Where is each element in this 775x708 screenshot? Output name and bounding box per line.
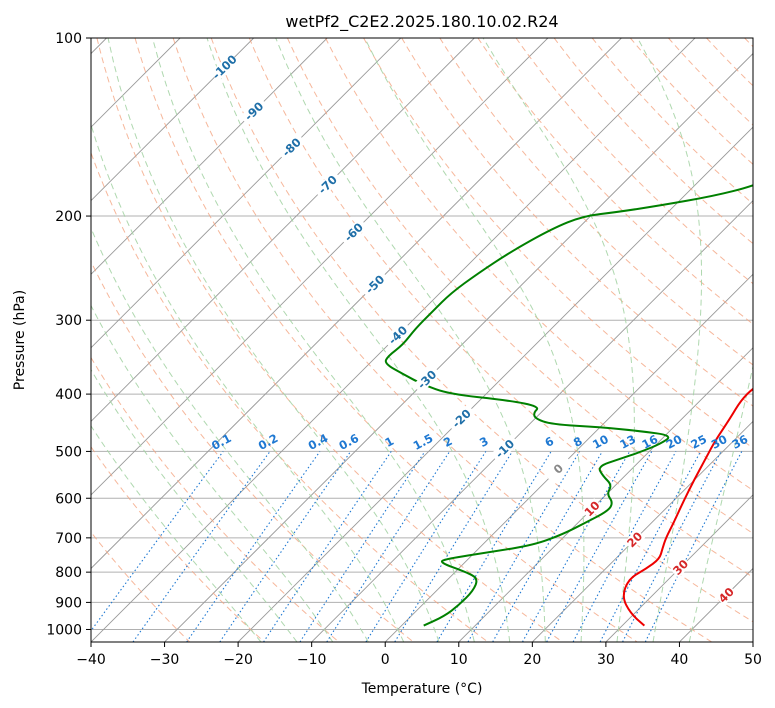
x-tick-label: −20 [223, 652, 253, 668]
dry-adiabat-label-bg [581, 498, 603, 520]
y-axis-label: Pressure (hPa) [12, 290, 28, 390]
x-tick-label: 30 [597, 652, 615, 668]
isotherm-line [91, 38, 549, 496]
dewpoint-profile-line [384, 184, 753, 627]
dry-adiabat-line [134, 38, 638, 642]
isotherm-line [605, 494, 753, 642]
moist-adiabat-line [482, 38, 635, 642]
dry-adiabat-label-bg [624, 529, 646, 551]
mixing-ratio-label: 10 [590, 432, 611, 452]
isotherm-label-bg [313, 170, 342, 199]
dry-adiabat-line [96, 38, 563, 642]
mixing-ratio-label: 30 [709, 432, 730, 452]
mixing-ratio-label: 36 [730, 432, 751, 452]
mixing-ratio-line [299, 451, 426, 642]
isotherm-line [384, 273, 753, 642]
y-tick-label: 600 [55, 491, 82, 507]
x-tick-label: −30 [150, 652, 180, 668]
mixing-ratio-line [572, 451, 677, 642]
data-layer [384, 184, 753, 627]
isotherm-line [237, 126, 753, 642]
isotherm-line [91, 38, 254, 202]
mixing-ratio-line [644, 451, 743, 642]
x-tick-label: 0 [381, 652, 390, 668]
mixing-ratio-line [219, 451, 352, 642]
y-tick-label: 700 [55, 531, 82, 547]
moist-adiabat-line [364, 38, 585, 642]
x-tick-label: 10 [450, 652, 468, 668]
temperature-profile-line [622, 387, 753, 627]
moist-adiabat-line [275, 38, 546, 642]
moist-adiabat-line [91, 226, 369, 642]
y-tick-label: 800 [55, 565, 82, 581]
mixing-ratio-line [546, 451, 653, 642]
x-tick-label: −40 [76, 652, 106, 668]
dry-adiabat-line [91, 151, 489, 642]
isotherm-label-bg [210, 53, 239, 82]
dry-adiabat-line [363, 38, 753, 449]
x-tick-label: 20 [523, 652, 541, 668]
x-axis: −40 −30 −20 −10 0 10 20 30 40 50 [76, 642, 762, 668]
mixing-ratio-line [326, 451, 451, 642]
dry-adiabat-line [172, 38, 713, 642]
y-tick-label: 1000 [46, 622, 82, 638]
x-axis-label: Temperature (°C) [361, 681, 483, 697]
dry-adiabat-label-bg [669, 556, 692, 578]
isotherm-line [91, 38, 328, 275]
isotherm-label-bg [360, 270, 390, 299]
x-tick-label: 40 [671, 652, 689, 668]
isotherm-label-bg [412, 365, 442, 394]
y-tick-label: 500 [55, 444, 82, 460]
isotherm-label-bg [339, 218, 368, 247]
moist-adiabat-line [91, 304, 334, 642]
isotherm-label-bg [277, 133, 306, 162]
moist-adiabat-line [107, 38, 440, 642]
isotherm-line [91, 38, 622, 570]
mixing-ratio-label: 13 [617, 432, 638, 452]
y-tick-label: 900 [55, 595, 82, 611]
dry-adiabat-label-bg [715, 584, 737, 606]
dry-adiabat-line [591, 38, 753, 205]
mixing-ratio-label: 20 [664, 432, 685, 452]
dry-adiabat-line [553, 38, 753, 245]
x-tick-label: 50 [744, 652, 762, 668]
moist-adiabat-line [206, 38, 511, 642]
isotherm-label-bg [239, 97, 269, 126]
dry-adiabat-line [286, 38, 753, 535]
dry-adiabat-line [439, 38, 753, 366]
mixing-ratio-line [394, 451, 513, 642]
mixing-ratio-label: 25 [688, 432, 709, 452]
mixing-ratio-line [132, 451, 271, 642]
x-tick-label: −10 [297, 652, 327, 668]
moist-adiabat-line [91, 425, 262, 642]
moist-adiabat-line [637, 38, 703, 642]
isotherm-line [458, 347, 753, 642]
y-tick-label: 300 [55, 313, 82, 329]
isotherm-label-bg [544, 454, 573, 483]
y-tick-label: 100 [55, 31, 82, 47]
moist-adiabat-line [91, 122, 405, 642]
moist-adiabat-line [91, 368, 298, 642]
mixing-ratio-line [186, 451, 321, 642]
dry-adiabat-line [91, 356, 340, 642]
dry-adiabat-line [91, 260, 414, 642]
y-axis: 100 200 300 400 500 600 700 800 900 1000 [46, 31, 91, 638]
isotherm-label-bg [447, 404, 476, 433]
plot-frame [90, 37, 754, 643]
mixing-ratio-line [91, 451, 224, 632]
dry-adiabat-line [325, 38, 753, 491]
dry-adiabat-line [401, 38, 753, 407]
chart-title: wetPf2_C2E2.2025.180.10.02.R24 [285, 12, 558, 32]
isotherm-line [91, 38, 475, 422]
mixing-ratio-line [521, 451, 631, 642]
y-tick-label: 400 [55, 387, 82, 403]
y-tick-label: 200 [55, 209, 82, 225]
mixing-ratio-line [263, 451, 392, 642]
moist-adiabat-line [688, 364, 753, 642]
isotherm-label-bg [383, 321, 413, 350]
mixing-ratio-label: 16 [639, 432, 660, 452]
isotherm-label-bg [490, 434, 520, 463]
isotherm-line [164, 52, 753, 642]
